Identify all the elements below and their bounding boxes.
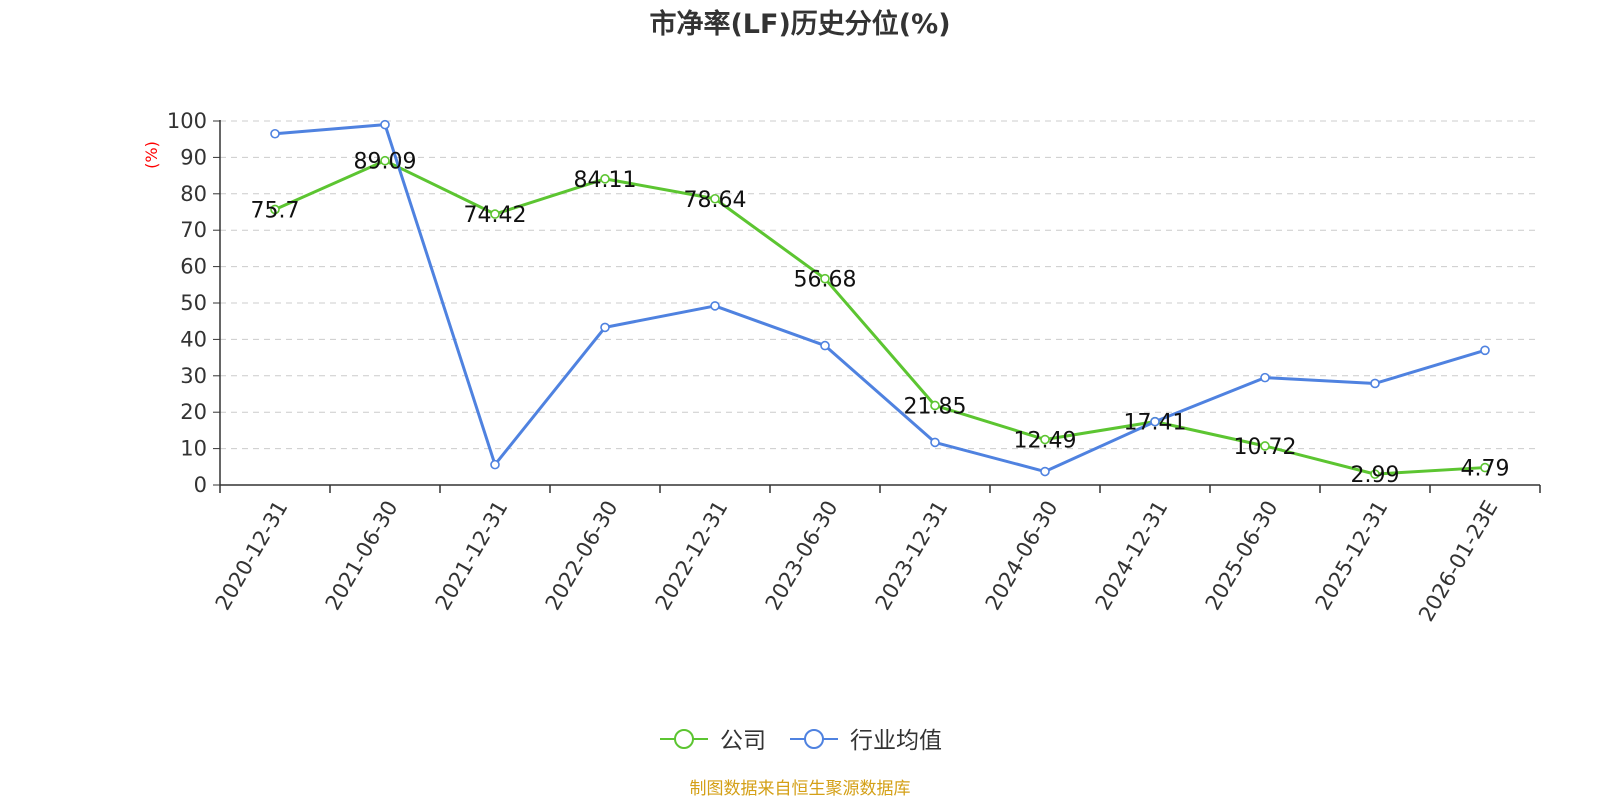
company-data-point[interactable]: [1370, 469, 1380, 479]
company-data-point[interactable]: [1260, 441, 1270, 451]
x-tick-label: 2024-12-31: [1091, 497, 1173, 615]
x-tick-label: 2021-12-31: [431, 497, 513, 615]
industry-average-data-point[interactable]: [930, 437, 940, 448]
industry-average-series-line: [274, 123, 1486, 474]
axes: 0 10 20 30 40 50 60 70 80 90 100 2020-12-31 2021-06-…: [167, 109, 1541, 626]
legend-item-industry-average[interactable]: 行业均值: [790, 728, 942, 754]
company-data-point[interactable]: [820, 273, 830, 284]
industry-average-data-point[interactable]: [1480, 345, 1490, 356]
data-labels: 75.7 89.09 74.42 84.11 78.64 56.68 21.85 12.49 1…: [251, 150, 1510, 488]
x-tick-label: 2022-12-31: [651, 497, 733, 615]
company-data-point[interactable]: [1480, 462, 1490, 473]
y-tick-label: 40: [180, 327, 207, 351]
y-tick-label: 100: [167, 109, 207, 133]
industry-average-data-point[interactable]: [490, 459, 500, 470]
source-note: 制图数据来自恒生聚源数据库: [690, 779, 911, 799]
company-data-point[interactable]: [600, 174, 610, 184]
x-tick-label: 2025-06-30: [1201, 497, 1283, 615]
company-data-point[interactable]: [490, 209, 500, 219]
y-tick-label: 20: [180, 400, 207, 424]
y-tick-label: 60: [180, 255, 207, 279]
legend-item-company[interactable]: 公司: [660, 728, 766, 754]
company-data-label: 2.99: [1351, 463, 1400, 488]
company-data-label: 84.11: [574, 168, 637, 193]
y-tick-label: 70: [180, 218, 207, 242]
series-group: [270, 119, 1490, 479]
x-tick-label: 2022-06-30: [541, 497, 623, 615]
industry-average-data-point[interactable]: [270, 128, 280, 139]
industry-average-data-point[interactable]: [820, 340, 830, 351]
industry-average-data-point[interactable]: [600, 322, 610, 333]
legend[interactable]: 公司 行业均值: [660, 728, 942, 754]
legend-industry-marker: [804, 729, 824, 749]
y-tick-label: 10: [180, 437, 207, 461]
industry-average-data-point[interactable]: [1370, 378, 1380, 389]
company-data-label: 21.85: [904, 394, 967, 419]
x-tick-label: 2026-01-23E: [1414, 497, 1502, 626]
company-data-label: 56.68: [794, 268, 857, 293]
x-tick-label: 2020-12-31: [211, 497, 293, 615]
industry-average-data-point[interactable]: [1040, 466, 1050, 477]
y-axis-label: (%): [142, 141, 161, 169]
y-tick-label: 90: [180, 145, 207, 169]
company-data-label: 75.7: [251, 198, 300, 223]
company-data-label: 74.42: [464, 203, 527, 228]
industry-average-data-point[interactable]: [710, 301, 720, 311]
company-data-label: 78.64: [684, 188, 747, 213]
y-tick-label: 30: [180, 364, 207, 388]
company-data-point[interactable]: [1040, 434, 1050, 445]
x-tick-label: 2021-06-30: [321, 497, 403, 615]
company-data-point[interactable]: [380, 155, 390, 166]
grid-lines: [220, 120, 1540, 450]
company-data-point[interactable]: [270, 204, 280, 215]
legend-company-marker: [674, 729, 694, 749]
y-tick-label: 0: [194, 473, 207, 497]
company-data-label: 10.72: [1234, 435, 1297, 460]
x-tick-label: 2023-12-31: [871, 497, 953, 615]
company-data-label: 89.09: [354, 150, 417, 175]
company-data-label: 17.41: [1124, 411, 1187, 436]
company-data-label: 12.49: [1014, 429, 1077, 454]
y-tick-label: 50: [180, 291, 207, 315]
y-tick-label: 80: [180, 182, 207, 206]
industry-average-data-point[interactable]: [1260, 372, 1270, 383]
company-data-point[interactable]: [930, 400, 940, 411]
company-data-label: 4.79: [1461, 457, 1510, 482]
industry-average-data-point[interactable]: [1150, 416, 1160, 427]
industry-average-data-point[interactable]: [380, 119, 390, 130]
x-tick-label: 2025-12-31: [1311, 497, 1393, 615]
legend-industry-label: 行业均值: [850, 728, 942, 754]
x-tick-label: 2024-06-30: [981, 497, 1063, 615]
chart-title: 市净率(LF)历史分位(%): [649, 8, 950, 40]
company-series-line: [274, 159, 1486, 476]
x-tick-label: 2023-06-30: [761, 497, 843, 615]
legend-company-label: 公司: [720, 728, 766, 754]
company-data-point[interactable]: [710, 193, 720, 204]
